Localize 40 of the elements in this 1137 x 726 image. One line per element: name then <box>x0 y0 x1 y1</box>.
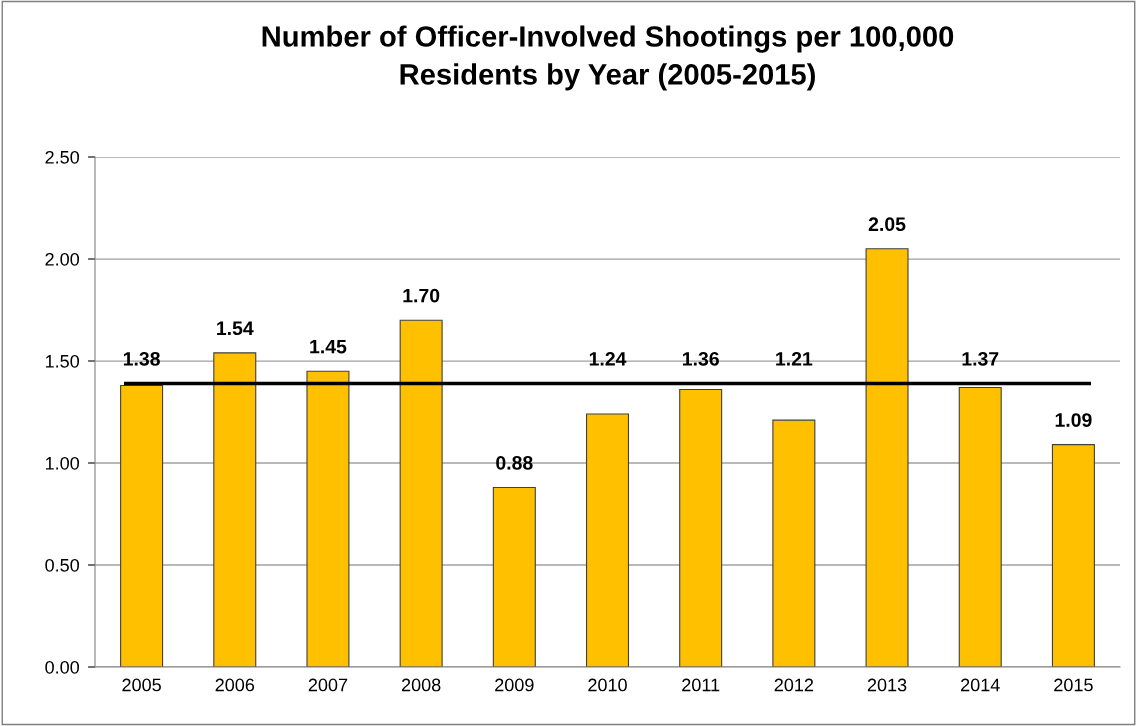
x-tick-label: 2011 <box>682 678 720 692</box>
x-tick-label: 2006 <box>215 678 255 692</box>
bar <box>213 352 257 667</box>
x-tick-label: 2015 <box>1054 678 1093 692</box>
y-tick-label: 0.00 <box>45 660 80 674</box>
bar <box>120 384 164 667</box>
x-tick-label: 2008 <box>401 678 441 692</box>
y-tick-label: 2.50 <box>45 150 80 164</box>
bar <box>679 389 723 667</box>
y-tick-label: 0.50 <box>45 558 80 572</box>
y-tick-label: 2.00 <box>45 252 80 266</box>
data-label: 1.54 <box>217 321 254 336</box>
data-label: 1.38 <box>123 351 160 366</box>
bar <box>958 386 1002 667</box>
bar <box>306 370 350 667</box>
bar <box>865 248 909 667</box>
bar <box>1051 444 1095 667</box>
bar <box>585 413 630 667</box>
x-tick-label: 2010 <box>588 678 627 692</box>
data-label: 1.24 <box>589 351 627 366</box>
bar <box>492 486 536 667</box>
data-label: 1.36 <box>682 351 719 366</box>
chart-title: Number of Officer-Involved Shootings per 100,000 Residents by Year (2005-2015) <box>262 25 954 91</box>
data-label: 1.70 <box>403 288 440 303</box>
y-tick-label: 1.50 <box>45 354 80 368</box>
data-label: 2.05 <box>868 217 906 232</box>
data-label: 0.88 <box>496 455 533 470</box>
data-label: 1.09 <box>1055 413 1092 427</box>
x-tick-label: 2005 <box>122 678 161 692</box>
data-label: 1.21 <box>776 351 813 366</box>
bar <box>772 419 816 667</box>
y-tick-label: 1.00 <box>45 456 80 470</box>
x-tick-label: 2012 <box>774 678 814 692</box>
x-tick-label: 2009 <box>495 678 534 692</box>
x-tick-label: 2013 <box>867 678 907 692</box>
x-tick-label: 2014 <box>961 678 1000 692</box>
bar <box>399 319 443 667</box>
x-tick-label: 2007 <box>308 678 348 692</box>
data-label: 1.45 <box>310 339 347 354</box>
data-label: 1.37 <box>962 351 999 366</box>
